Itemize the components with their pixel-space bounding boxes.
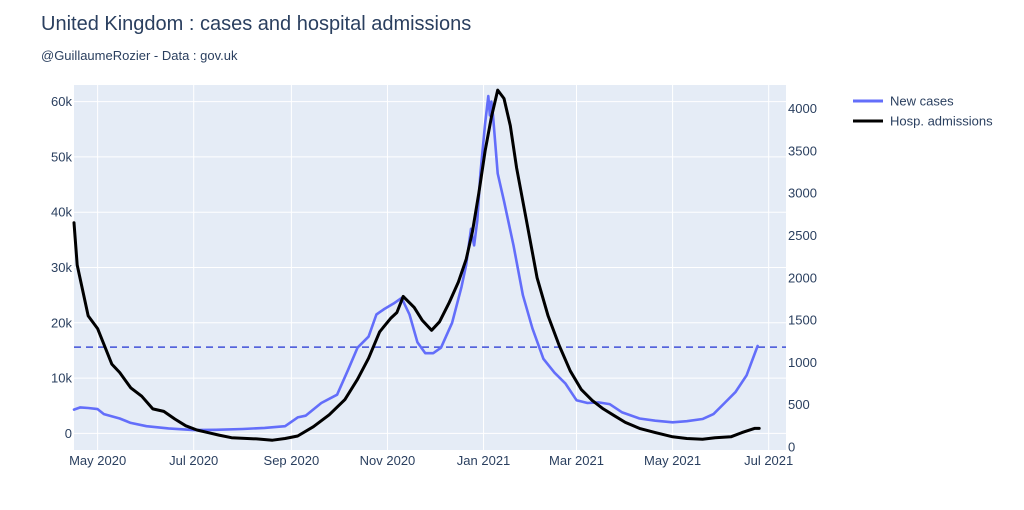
y-right-tick-label: 1000 xyxy=(788,355,817,370)
legend[interactable]: New cases Hosp. admissions xyxy=(853,94,993,129)
y-right-tick-label: 500 xyxy=(788,397,810,412)
y-right-tick-label: 4000 xyxy=(788,101,817,116)
y-left-tick-label: 20k xyxy=(51,315,72,330)
chart-title: United Kingdom : cases and hospital admi… xyxy=(41,13,472,35)
legend-label[interactable]: Hosp. admissions xyxy=(890,114,993,129)
x-tick-label: Sep 2020 xyxy=(264,453,320,468)
x-tick-label: Jan 2021 xyxy=(457,453,511,468)
y-right-tick-label: 2000 xyxy=(788,270,817,285)
y-right-tick-label: 1500 xyxy=(788,313,817,328)
legend-label[interactable]: New cases xyxy=(890,94,954,109)
chart-subtitle: @GuillaumeRozier - Data : gov.uk xyxy=(41,48,238,63)
y-right-tick-label: 3500 xyxy=(788,143,817,158)
y-left-tick-label: 60k xyxy=(51,94,72,109)
series-layer xyxy=(72,88,761,442)
y-left-tick-label: 30k xyxy=(51,260,72,275)
y-left-tick-label: 50k xyxy=(51,149,72,164)
y-right-axis-ticks: 0 500 1000 1500 2000 2500 3000 3500 4000 xyxy=(788,101,817,454)
x-axis-ticks: May 2020 Jul 2020 Sep 2020 Nov 2020 Jan 2021… xyxy=(69,453,793,468)
y-right-tick-label: 0 xyxy=(788,439,795,454)
x-tick-label: Nov 2020 xyxy=(360,453,416,468)
y-right-tick-label: 3000 xyxy=(788,186,817,201)
x-tick-label: Mar 2021 xyxy=(549,453,604,468)
x-tick-label: Jul 2021 xyxy=(744,453,793,468)
x-tick-label: May 2020 xyxy=(69,453,126,468)
y-left-tick-label: 0 xyxy=(65,426,72,441)
y-left-tick-label: 40k xyxy=(51,205,72,220)
series-line-hosp-admissions xyxy=(72,88,761,442)
y-left-axis-ticks: 0 10k 20k 30k 40k 50k 60k xyxy=(51,94,72,441)
series-line-new-cases xyxy=(72,94,759,432)
y-right-tick-label: 2500 xyxy=(788,228,817,243)
x-tick-label: May 2021 xyxy=(644,453,701,468)
y-left-tick-label: 10k xyxy=(51,371,72,386)
x-tick-label: Jul 2020 xyxy=(169,453,218,468)
grid-layer xyxy=(74,85,786,450)
